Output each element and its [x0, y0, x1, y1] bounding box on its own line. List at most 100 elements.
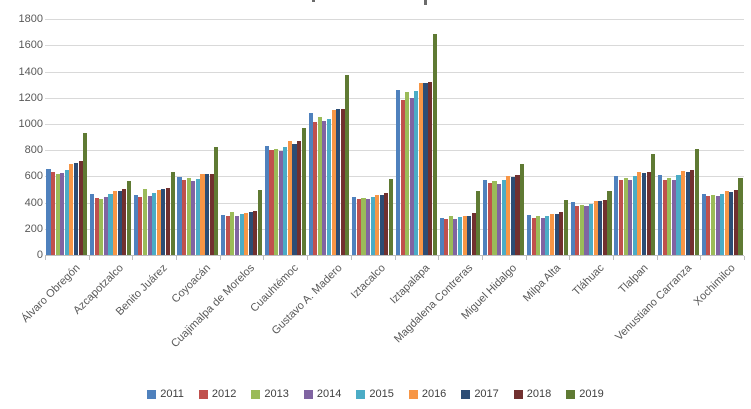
x-axis-tick: [350, 255, 352, 260]
legend-item-2011: 2011: [147, 388, 184, 400]
bar-2016: [113, 190, 118, 256]
bar-2017: [554, 214, 559, 256]
bar-group: [89, 20, 133, 256]
bar-2013: [230, 211, 235, 256]
bar-2019: [83, 133, 88, 256]
bar-2011: [177, 176, 182, 256]
y-tick-label: 400: [24, 196, 43, 209]
bar-group: [482, 20, 526, 256]
bar-2019: [563, 199, 568, 256]
bar-2019: [651, 154, 656, 256]
bar-2013: [186, 178, 191, 256]
x-axis-tick: [263, 255, 265, 260]
bar-2012: [575, 205, 580, 256]
x-category-label: Venustiano Carranza: [612, 262, 694, 344]
legend-item-2017: 2017: [461, 388, 499, 400]
bar-2018: [78, 160, 83, 256]
bar-2016: [331, 110, 336, 256]
bar-2014: [322, 121, 327, 256]
bar-2013: [405, 92, 410, 256]
bar-2013: [667, 178, 672, 256]
bar-2012: [487, 183, 492, 256]
bar-2017: [729, 191, 734, 256]
bar-2011: [352, 196, 357, 256]
bar-2015: [545, 216, 550, 256]
bar-2015: [326, 118, 332, 256]
bar-2019: [301, 127, 306, 256]
bar-2015: [152, 193, 157, 256]
bar-2016: [375, 194, 380, 256]
bar-2019: [694, 148, 699, 256]
bar-2014: [278, 150, 283, 256]
bar-2013: [579, 205, 584, 256]
bar-2012: [400, 99, 405, 256]
x-axis-tick: [307, 255, 309, 260]
bar-2014: [60, 173, 65, 256]
legend-swatch-icon: [251, 389, 261, 399]
x-category-label: Magdalena Contreras: [392, 262, 476, 346]
bar-2018: [559, 212, 564, 256]
bar-2016: [156, 190, 161, 256]
bar-2011: [483, 180, 488, 256]
y-tick-label: 1200: [18, 91, 43, 104]
bar-2012: [444, 218, 449, 256]
x-axis-tick: [88, 255, 90, 260]
bar-2011: [614, 176, 619, 256]
x-axis-tick: [481, 255, 483, 260]
bar-2017: [685, 172, 690, 256]
x-category-label: Milpa Alta: [520, 262, 563, 305]
bar-2016: [549, 213, 555, 256]
bar-2012: [138, 196, 143, 256]
bar-2016: [418, 82, 423, 256]
y-tick-label: 1400: [18, 65, 43, 78]
gridline-y-1200: [45, 97, 744, 99]
bar-2016: [462, 215, 467, 256]
bar-2016: [287, 140, 292, 256]
bar-2015: [195, 178, 200, 256]
bar-2014: [671, 180, 676, 256]
bar-2018: [733, 190, 738, 256]
bar-2018: [602, 199, 607, 256]
legend-swatch-icon: [408, 389, 418, 399]
bar-2018: [253, 210, 258, 256]
bar-2013: [361, 197, 366, 256]
bar-2017: [73, 162, 79, 256]
bar-2012: [531, 218, 536, 256]
bar-group: [526, 20, 570, 256]
bar-2019: [214, 147, 219, 256]
bar-2017: [379, 195, 384, 256]
x-category-label: Tlalpan: [616, 262, 651, 296]
bar-2019: [432, 34, 437, 256]
legend-swatch-icon: [198, 389, 208, 399]
cropped-title-fragment: [312, 0, 315, 2]
bar-group: [263, 20, 307, 256]
bar-2015: [370, 197, 375, 256]
bar-2014: [540, 218, 545, 256]
legend-label: 2016: [421, 388, 447, 400]
x-axis-tick: [176, 255, 178, 260]
x-category-label: Cuajimalpa de Morelos: [169, 262, 258, 351]
bar-2019: [388, 178, 394, 256]
bar-2019: [476, 191, 481, 256]
bar-2011: [264, 145, 269, 256]
bar-2016: [637, 172, 642, 256]
bar-2015: [457, 216, 463, 256]
bar-2017: [248, 212, 253, 256]
x-category-label: Iztacalco: [348, 262, 389, 302]
bar-2017: [161, 189, 166, 256]
gridline-y-800: [45, 150, 744, 152]
bar-2011: [701, 193, 706, 256]
legend-label: 2019: [579, 388, 604, 400]
bar-2012: [269, 150, 274, 256]
x-axis-tick: [438, 255, 440, 260]
bar-2018: [515, 174, 520, 256]
gridline-y-1400: [45, 71, 744, 73]
bar-2012: [706, 195, 711, 256]
bar-2018: [209, 173, 214, 256]
bar-2019: [126, 180, 131, 256]
bar-group: [220, 20, 264, 256]
legend-swatch-icon: [566, 389, 576, 399]
legend-swatch-icon: [513, 389, 523, 399]
x-axis-tick: [219, 255, 221, 260]
bar-2017: [598, 201, 603, 256]
